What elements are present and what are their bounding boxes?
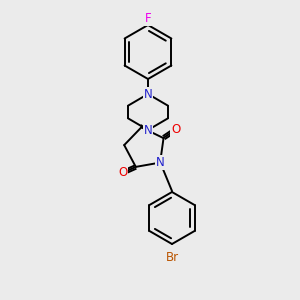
Text: N: N <box>144 124 152 136</box>
Text: Br: Br <box>165 251 178 264</box>
Text: N: N <box>144 88 152 100</box>
Text: N: N <box>156 156 164 169</box>
Text: O: O <box>118 167 128 179</box>
Text: F: F <box>145 13 151 26</box>
Text: O: O <box>171 123 180 136</box>
